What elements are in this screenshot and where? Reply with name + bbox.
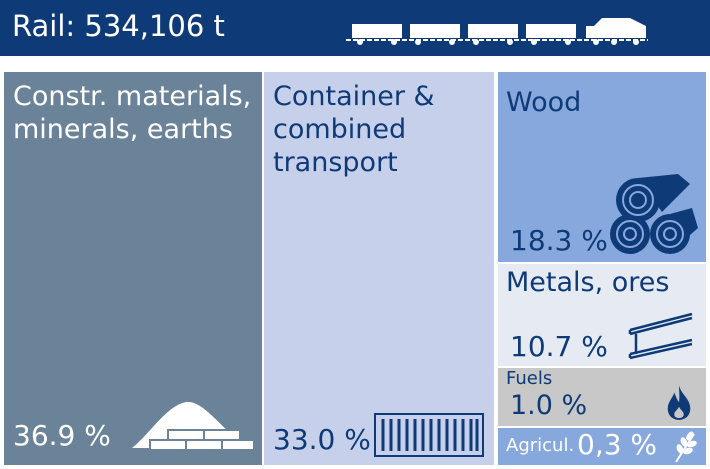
tile-value-fuels: 1.0 %: [510, 390, 588, 421]
tile-label-line: Container &: [273, 81, 435, 112]
tile-label-wood: Wood: [506, 86, 581, 119]
tile-label-construction: Constr. materials, minerals, earths: [13, 80, 262, 146]
chart-title: Rail: 534,106 t: [12, 9, 225, 43]
tile-value-container: 33.0 %: [273, 423, 371, 456]
tile-label-line: Wood: [506, 87, 582, 118]
freight-train-icon: [346, 18, 648, 45]
tile-label-line: Constr. materials,: [13, 81, 252, 112]
tile-value-metals: 10.7 %: [510, 330, 608, 363]
tile-value-wood: 18.3 %: [510, 224, 608, 257]
treemap-tile-agriculture: Agricul. 0,3 %: [498, 428, 706, 465]
treemap-tile-wood: Wood 18.3 %: [498, 72, 706, 262]
chart-header: Rail: 534,106 t: [0, 0, 710, 56]
treemap-tile-container: Container & combined transport 33.0 %: [264, 72, 494, 465]
tile-label-line: combined: [273, 114, 407, 145]
tile-label-line: transport: [273, 147, 398, 178]
treemap-tile-fuels: Fuels 1.0 %: [498, 368, 706, 426]
wheat-icon: [675, 431, 697, 463]
tile-value-construction: 36.9 %: [13, 419, 111, 452]
flame-icon: [667, 385, 691, 420]
tile-label-line: Fuels: [506, 368, 553, 389]
treemap-tile-metals: Metals, ores 10.7 %: [498, 264, 706, 366]
sand-pile-bricks-icon: [132, 401, 255, 451]
treemap-tile-construction: Constr. materials, minerals, earths 36.9…: [4, 72, 262, 465]
tile-label-line: Agricul.: [506, 435, 575, 456]
tile-label-metals: Metals, ores: [506, 266, 669, 299]
logs-icon: [610, 174, 698, 254]
tile-label-line: minerals, earths: [13, 114, 233, 145]
shipping-container-icon: [374, 413, 484, 457]
tile-label-line: Metals, ores: [506, 267, 670, 298]
tile-label-container: Container & combined transport: [273, 80, 493, 179]
steel-beam-icon: [628, 312, 693, 360]
tile-label-agriculture: Agricul.: [506, 435, 574, 457]
tile-label-fuels: Fuels: [506, 368, 552, 390]
tile-value-agriculture: 0,3 %: [577, 428, 658, 461]
